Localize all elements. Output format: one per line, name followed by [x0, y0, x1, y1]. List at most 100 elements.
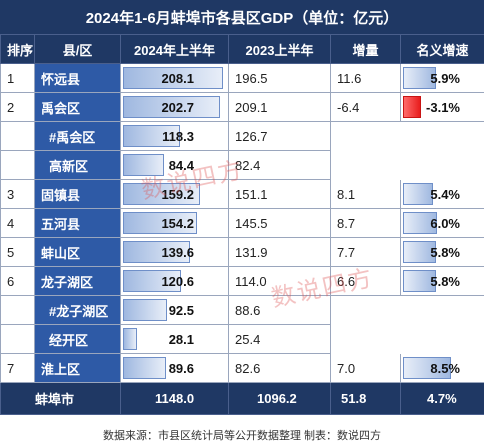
table-row: 2 禹会区 202.7 209.1 -6.4 -3.1% [0, 92, 484, 122]
row-growth: 6.0% [400, 208, 484, 238]
row-rank [0, 324, 35, 354]
row-2024-value: 202.7 [161, 99, 194, 115]
table-row: #龙子湖区 92.5 88.6 [0, 295, 484, 325]
row-2024: 120.6 [120, 266, 229, 296]
table-row: 经开区 28.1 25.4 [0, 324, 484, 354]
row-increment: 7.0 [330, 353, 401, 383]
total-label: 蚌埠市 [0, 382, 121, 415]
header-row: 排序 县/区 2024年上半年 2023上半年 增量 名义增速 [0, 34, 484, 64]
row-2024-value: 84.4 [168, 157, 194, 173]
gdp-table: 排序 县/区 2024年上半年 2023上半年 增量 名义增速 1 怀远县 20… [0, 34, 484, 415]
row-county: 怀远县 [34, 63, 121, 93]
row-2024: 92.5 [120, 295, 229, 325]
row-growth: 8.5% [400, 353, 484, 383]
row-growth-value: 5.4% [430, 186, 460, 202]
row-empty [330, 295, 484, 325]
table-row: 7 淮上区 89.6 82.6 7.0 8.5% [0, 353, 484, 383]
row-2024-value: 28.1 [168, 331, 194, 347]
row-growth: 5.8% [400, 237, 484, 267]
growth-bar [403, 67, 436, 89]
row-2024: 154.2 [120, 208, 229, 238]
row-2023: 209.1 [228, 92, 331, 122]
row-county: 经开区 [34, 324, 121, 354]
row-2024: 139.6 [120, 237, 229, 267]
header-2024: 2024年上半年 [120, 34, 229, 64]
table-row: 4 五河县 154.2 145.5 8.7 6.0% [0, 208, 484, 238]
row-2023: 145.5 [228, 208, 331, 238]
total-2023: 1096.2 [228, 382, 331, 415]
total-growth: 4.7% [400, 382, 484, 415]
row-county: #禹会区 [34, 121, 121, 151]
value-bar [123, 154, 164, 176]
row-2024: 159.2 [120, 179, 229, 209]
row-2024-value: 89.6 [168, 360, 194, 376]
table-row: 5 蚌山区 139.6 131.9 7.7 5.8% [0, 237, 484, 267]
row-rank: 5 [0, 237, 35, 267]
row-2024-value: 208.1 [161, 70, 194, 86]
row-rank: 6 [0, 266, 35, 296]
row-2023: 82.6 [228, 353, 331, 383]
row-growth: -3.1% [400, 92, 484, 122]
header-growth: 名义增速 [400, 34, 484, 64]
row-2024-value: 118.3 [162, 128, 194, 144]
value-bar [123, 241, 190, 263]
row-growth-value: -3.1% [426, 99, 460, 115]
row-county: 蚌山区 [34, 237, 121, 267]
row-county: 固镇县 [34, 179, 121, 209]
growth-bar [403, 212, 437, 234]
header-rank: 排序 [0, 34, 35, 64]
row-growth: 5.9% [400, 63, 484, 93]
table-row: 高新区 84.4 82.4 [0, 150, 484, 180]
growth-bar [403, 270, 436, 292]
row-county: 禹会区 [34, 92, 121, 122]
row-2024: 118.3 [120, 121, 229, 151]
row-rank: 3 [0, 179, 35, 209]
row-empty [330, 150, 484, 180]
row-empty [330, 324, 484, 354]
footer-source: 数据来源：市县区统计局等公开数据整理 制表：数说四方 [0, 429, 484, 444]
value-bar [123, 67, 223, 89]
table-row: 1 怀远县 208.1 196.5 11.6 5.9% [0, 63, 484, 93]
row-growth-value: 5.8% [430, 244, 460, 260]
value-bar [123, 299, 167, 321]
value-bar [123, 357, 166, 379]
row-2024-value: 154.2 [161, 215, 194, 231]
row-2023: 151.1 [228, 179, 331, 209]
row-county: 龙子湖区 [34, 266, 121, 296]
row-2024-value: 120.6 [161, 273, 194, 289]
row-rank [0, 295, 35, 325]
row-2024: 28.1 [120, 324, 229, 354]
row-2024: 208.1 [120, 63, 229, 93]
value-bar [123, 328, 137, 350]
total-increment: 51.8 [330, 382, 401, 415]
row-2023: 82.4 [228, 150, 331, 180]
growth-bar [403, 357, 451, 379]
row-2023: 131.9 [228, 237, 331, 267]
total-row: 蚌埠市 1148.0 1096.2 51.8 4.7% [0, 382, 484, 415]
row-2024: 84.4 [120, 150, 229, 180]
table-row: #禹会区 118.3 126.7 [0, 121, 484, 151]
row-rank [0, 150, 35, 180]
row-2023: 25.4 [228, 324, 331, 354]
header-increment: 增量 [330, 34, 401, 64]
header-2023: 2023上半年 [228, 34, 331, 64]
row-rank: 4 [0, 208, 35, 238]
growth-bar [403, 183, 433, 205]
table-row: 6 龙子湖区 120.6 114.0 6.6 5.8% [0, 266, 484, 296]
row-growth-value: 5.8% [430, 273, 460, 289]
row-2024: 202.7 [120, 92, 229, 122]
row-county: #龙子湖区 [34, 295, 121, 325]
row-growth: 5.8% [400, 266, 484, 296]
row-county: 淮上区 [34, 353, 121, 383]
value-bar [123, 270, 181, 292]
row-rank: 7 [0, 353, 35, 383]
growth-bar [403, 241, 436, 263]
value-bar [123, 183, 200, 205]
row-growth-value: 6.0% [430, 215, 460, 231]
growth-bar [403, 96, 421, 118]
row-county: 高新区 [34, 150, 121, 180]
row-2024-value: 139.6 [161, 244, 194, 260]
table-row: 3 固镇县 159.2 151.1 8.1 5.4% [0, 179, 484, 209]
value-bar [123, 96, 220, 118]
row-rank: 1 [0, 63, 35, 93]
